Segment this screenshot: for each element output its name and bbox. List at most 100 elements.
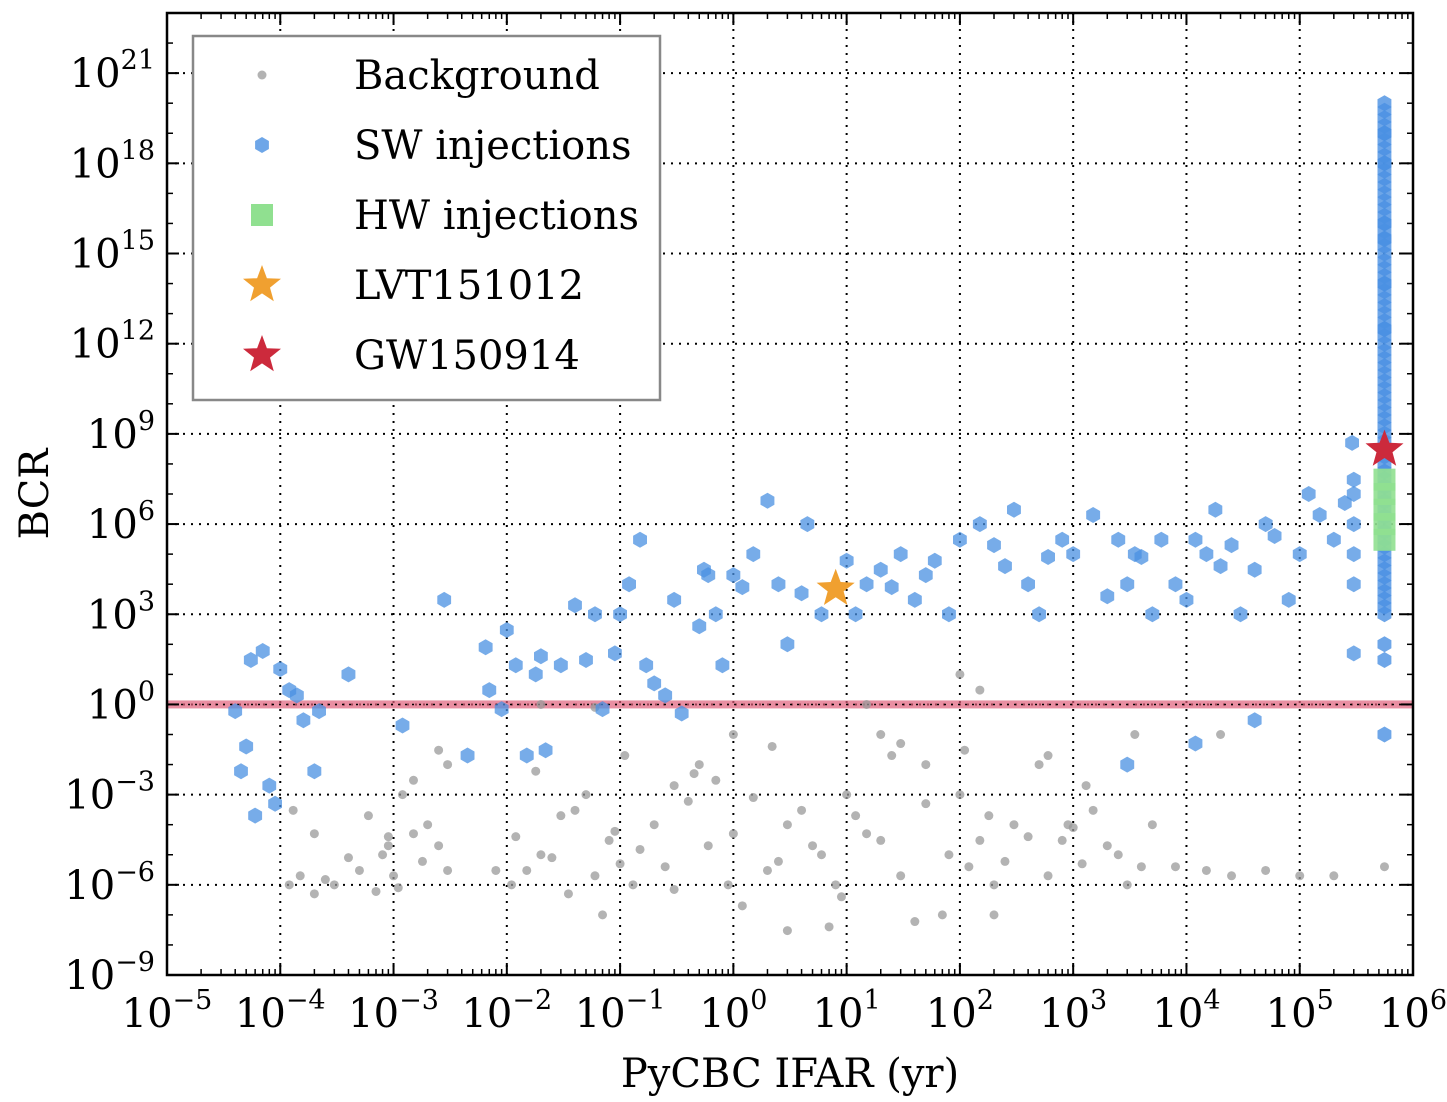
sw-injection-point [1346,516,1361,533]
sw-injection-point [848,606,863,623]
y-tick-label: 106 [87,496,155,548]
background-point [660,862,670,872]
sw-injection-point [1055,531,1070,548]
sw-injection-point [1258,516,1273,533]
sw-injection-point [553,657,568,674]
sw-injection-point [647,675,662,692]
background-point [723,880,733,890]
background-point [762,865,772,875]
sw-injection-point [1007,501,1021,518]
background-point [329,880,339,890]
background-point [1136,862,1146,872]
sw-injection-point [528,666,543,683]
sw-injection-point [613,606,627,623]
background-point [570,805,580,815]
sw-injection-point [794,585,809,602]
background-point [1077,859,1087,869]
sw-injection-point [1208,501,1223,518]
hw-injection-point [1373,468,1396,491]
background-point [1000,856,1010,866]
background-point [748,793,758,803]
background-point [1227,871,1237,881]
sw-injection-point [972,516,987,533]
sw-injection-point [1086,507,1101,523]
background-point [628,880,638,890]
background-point [975,685,985,695]
sw-injection-point [1377,652,1392,668]
background-point [955,669,965,679]
background-point [443,865,453,875]
sw-injection-point [893,546,908,563]
sw-injection-point [228,703,243,720]
background-point [393,883,403,893]
background-point [1088,805,1098,815]
sw-injection-point [1337,495,1352,511]
background-point [689,769,699,779]
background-point [782,926,792,936]
background-point [284,880,294,890]
sw-injection-point [814,606,829,623]
background-point [797,805,807,815]
background-point [343,853,353,863]
background-point [620,751,630,761]
sw-injection-point [1120,576,1135,593]
legend-label: LVT151012 [354,263,584,309]
sw-injection-point [499,622,514,638]
x-tick-label: 103 [1039,985,1107,1037]
sw-injection-point [262,777,277,794]
sw-injection-point [1377,125,1392,142]
background-point [383,832,393,842]
threshold-line [167,700,1413,709]
background-point [1068,823,1078,833]
sw-injection-point [538,742,553,759]
legend-label: Background [354,53,600,99]
background-point [1379,862,1389,872]
x-tick-label: 106 [1379,985,1447,1037]
background-point [408,829,418,839]
sw-injection-point [1145,606,1160,623]
sw-injection-point [1312,507,1327,523]
sw-injection-point [268,795,282,812]
background-point [842,790,852,800]
background-point [1130,730,1140,739]
sw-injection-point [873,561,888,578]
sw-injection-point [579,652,593,668]
gw150914-star [1365,429,1404,466]
background-point [1057,835,1067,845]
legend-label: GW150914 [354,333,580,379]
background-point [944,850,954,860]
background-point [1009,820,1019,830]
background-point [309,829,319,839]
background-point [531,766,541,776]
background-point [896,739,906,749]
background-point [669,884,679,894]
background-point [443,760,453,770]
background-point [1170,862,1180,872]
background-point [610,826,620,836]
sw-injection-point [633,531,647,548]
sw-injection-point [942,606,956,623]
sw-injection-point [1346,486,1361,502]
sw-injection-point [1247,712,1262,729]
background-point [975,835,985,845]
background-point [1261,865,1271,875]
x-tick-label: 105 [1266,985,1334,1037]
background-point [434,841,444,851]
sw-injection-point [927,552,942,569]
background-point [817,850,827,860]
y-tick-label: 109 [87,406,155,458]
background-point [921,760,931,770]
sw-injection-point [1377,726,1392,743]
sw-injection-point [460,747,475,764]
background-point [989,910,999,920]
sw-injection-point [726,567,741,584]
sw-injection-point [588,606,602,623]
background-point [921,799,931,809]
background-point [703,841,713,851]
background-point [371,886,381,896]
sw-injection-point [307,763,322,780]
sw-injection-point [1326,531,1341,548]
background-point [896,871,906,881]
background-point [728,829,738,839]
background-point [782,820,792,830]
